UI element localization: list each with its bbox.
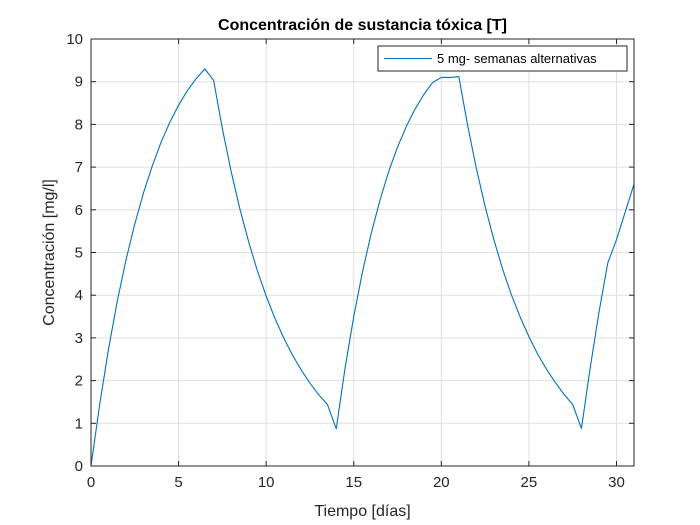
x-tick-label: 5 <box>174 474 182 491</box>
y-tick-label: 3 <box>75 330 83 347</box>
y-tick-label: 10 <box>66 31 83 48</box>
x-tick-label: 10 <box>258 474 275 491</box>
x-axis-label: Tiempo [días] <box>314 503 410 520</box>
y-tick-label: 5 <box>75 245 83 262</box>
chart-title: Concentración de sustancia tóxica [T] <box>218 17 507 34</box>
axis-ticks <box>90 38 634 467</box>
y-tick-label: 7 <box>75 159 83 176</box>
y-tick-label: 9 <box>75 74 83 91</box>
y-tick-label: 1 <box>75 415 83 432</box>
legend: 5 mg- semanas alternativas <box>377 45 628 72</box>
y-axis-label: Concentración [mg/l] <box>41 179 58 326</box>
y-tick-label: 4 <box>75 287 83 304</box>
y-tick-label: 2 <box>75 373 83 390</box>
legend-entry: 5 mg- semanas alternativas <box>437 51 597 66</box>
x-tick-label: 25 <box>521 474 538 491</box>
series-line <box>90 68 635 467</box>
x-tick-label: 20 <box>433 474 450 491</box>
y-tick-label: 6 <box>75 202 83 219</box>
y-tick-label: 8 <box>75 116 83 133</box>
tick-labels: 0 5 10 15 20 25 30 0 1 2 3 4 5 6 7 8 9 10 <box>66 31 625 491</box>
y-tick-label: 0 <box>75 458 83 475</box>
x-tick-label: 15 <box>345 474 362 491</box>
x-tick-label: 0 <box>87 474 95 491</box>
series-layer <box>90 68 635 467</box>
x-tick-label: 30 <box>608 474 625 491</box>
